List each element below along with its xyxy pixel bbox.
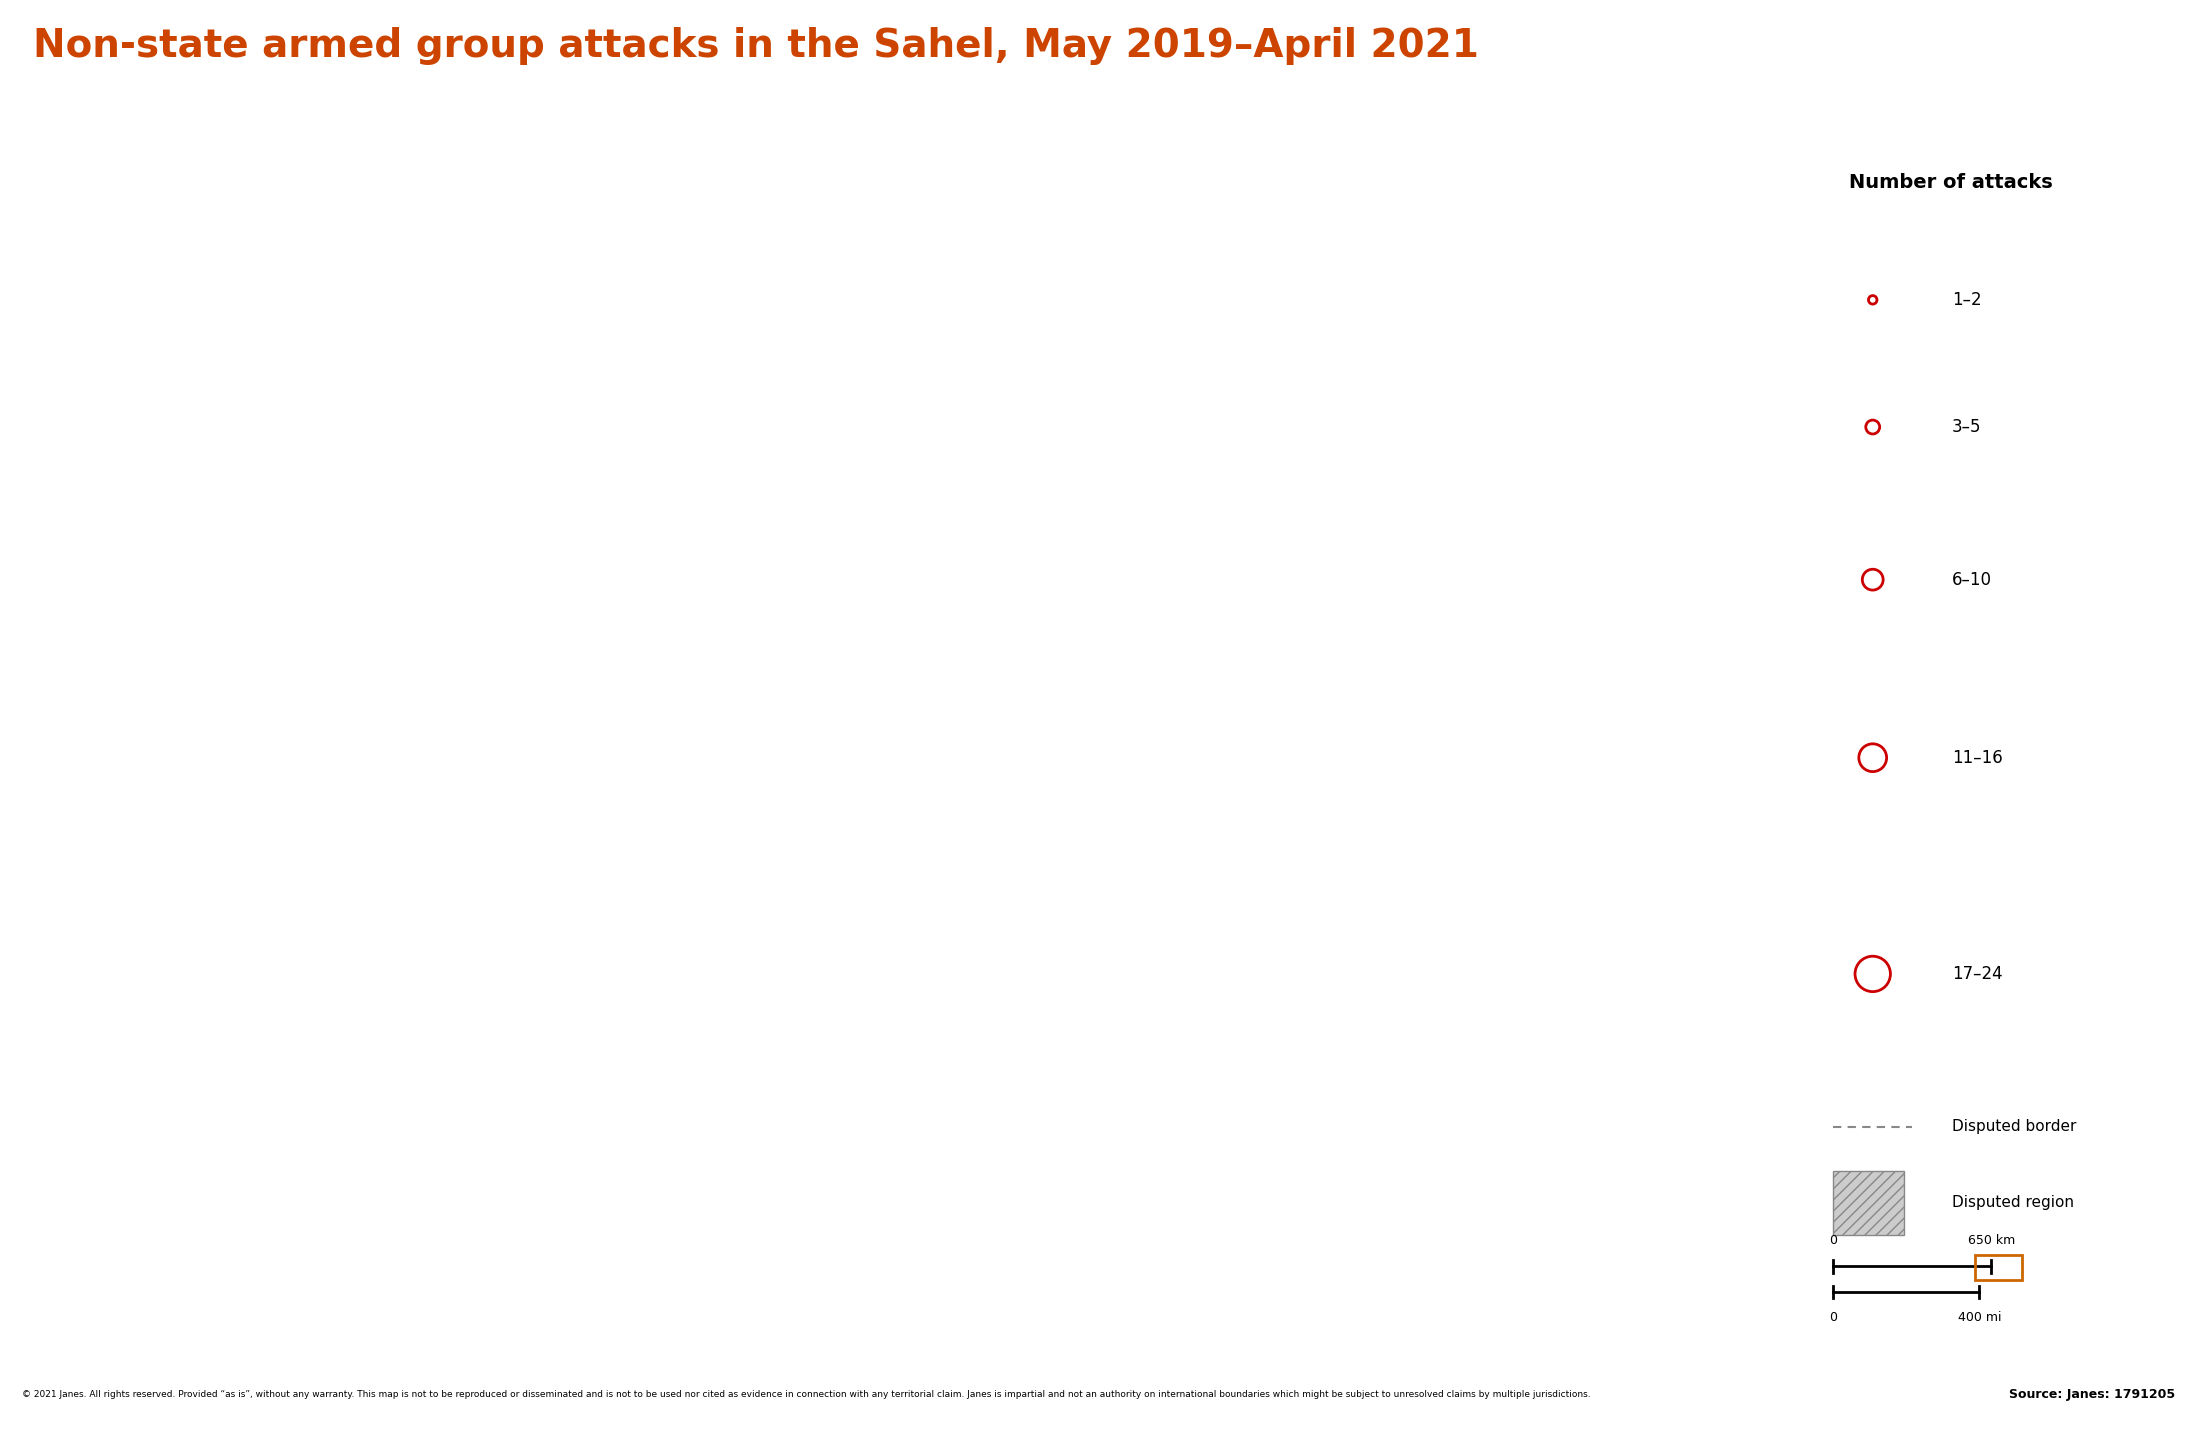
Text: Disputed border: Disputed border [1951, 1119, 2076, 1133]
Text: 1–2: 1–2 [1951, 291, 1982, 309]
Text: 17–24: 17–24 [1951, 965, 2001, 983]
Point [1854, 962, 1889, 985]
Text: Non-state armed group attacks in the Sahel, May 2019–April 2021: Non-state armed group attacks in the Sah… [33, 27, 1479, 65]
Text: 0: 0 [1830, 1311, 1837, 1324]
Text: 650 km: 650 km [1969, 1234, 2015, 1247]
Point [1854, 746, 1889, 769]
Text: 0: 0 [1830, 1234, 1837, 1247]
Text: Disputed region: Disputed region [1951, 1195, 2074, 1210]
Bar [1975, 1255, 2021, 1280]
Text: © 2021 Janes. All rights reserved. Provided “as is”, without any warranty. This : © 2021 Janes. All rights reserved. Provi… [22, 1390, 1591, 1399]
Text: 3–5: 3–5 [1951, 418, 1982, 435]
Point [1854, 415, 1889, 438]
Text: Source: Janes: 1791205: Source: Janes: 1791205 [2008, 1387, 2175, 1402]
Point [1854, 288, 1889, 311]
Point [1854, 568, 1889, 591]
Text: 11–16: 11–16 [1951, 748, 2001, 767]
Text: 400 mi: 400 mi [1958, 1311, 2001, 1324]
Text: Number of attacks: Number of attacks [1850, 173, 2052, 192]
Text: 6–10: 6–10 [1951, 571, 1993, 588]
FancyBboxPatch shape [1832, 1171, 1905, 1234]
